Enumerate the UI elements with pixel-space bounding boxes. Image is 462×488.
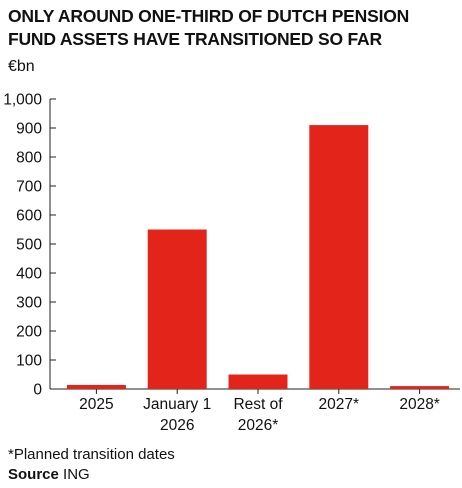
x-tick-label: 2028* — [399, 396, 440, 413]
y-tick-label: 800 — [16, 150, 42, 167]
y-axis-unit-label: €bn — [8, 58, 35, 75]
y-tick-label: 700 — [16, 179, 42, 196]
bar — [309, 125, 369, 389]
x-tick-label: 2027* — [319, 396, 360, 413]
y-tick-label: 600 — [16, 208, 42, 225]
bar — [390, 386, 450, 389]
footnote: *Planned transition dates — [8, 446, 175, 463]
bar — [228, 374, 288, 389]
x-tick-label: January 1 2026 — [143, 396, 211, 434]
y-tick-label: 200 — [16, 324, 42, 341]
y-tick-label: 500 — [16, 237, 42, 254]
x-tick-label: Rest of 2026* — [233, 396, 283, 434]
y-tick-label: 100 — [16, 353, 42, 370]
source-value: ING — [63, 466, 90, 483]
x-tick-label: 2025 — [79, 396, 113, 413]
source-line: Source ING — [8, 466, 90, 483]
source-label: Source — [8, 466, 59, 483]
y-tick-label: 1,000 — [3, 92, 42, 109]
bar — [66, 384, 126, 389]
y-tick-label: 900 — [16, 121, 42, 138]
y-tick-label: 400 — [16, 266, 42, 283]
y-tick-label: 0 — [33, 382, 42, 399]
bar — [147, 229, 207, 389]
chart-title: ONLY AROUND ONE-THIRD OF DUTCH PENSION F… — [8, 6, 410, 49]
y-tick-label: 300 — [16, 295, 42, 312]
